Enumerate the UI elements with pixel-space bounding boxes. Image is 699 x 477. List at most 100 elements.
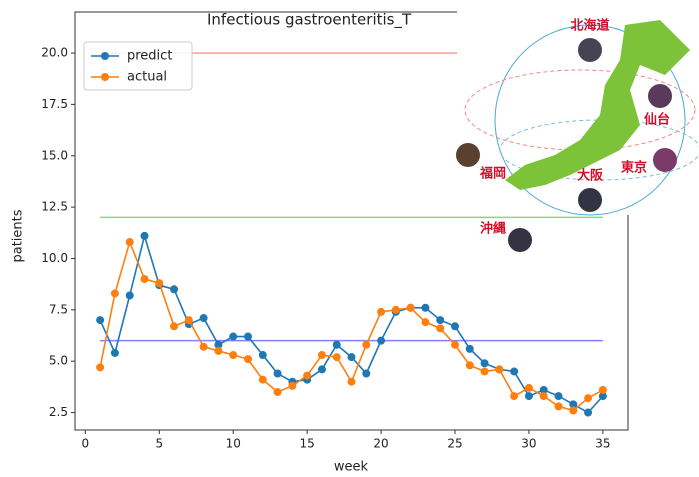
y-tick-label: 7.5 xyxy=(49,302,68,316)
x-tick-label: 10 xyxy=(226,437,241,451)
point xyxy=(258,375,267,384)
point xyxy=(510,392,519,401)
point xyxy=(347,377,356,386)
y-axis-label: patients xyxy=(11,209,26,262)
map-label: 東京 xyxy=(621,160,647,176)
x-tick-label: 20 xyxy=(373,437,388,451)
point xyxy=(243,355,252,364)
plot-frame xyxy=(74,11,629,431)
y-tick-label: 20.0 xyxy=(41,46,68,60)
point xyxy=(554,402,563,411)
point xyxy=(170,285,179,294)
point xyxy=(332,353,341,362)
point xyxy=(421,318,430,327)
point xyxy=(199,314,208,323)
chart-title: Infectious gastroenteritis_T xyxy=(207,11,412,30)
point xyxy=(451,340,460,349)
point xyxy=(377,336,386,345)
point xyxy=(258,351,267,360)
point xyxy=(155,279,164,288)
point xyxy=(317,351,326,360)
point xyxy=(332,340,341,349)
germ-icon xyxy=(508,228,532,252)
point xyxy=(317,365,326,374)
point xyxy=(465,361,474,370)
legend-frame xyxy=(83,41,193,91)
point xyxy=(584,394,593,403)
x-tick-label: 35 xyxy=(595,437,610,451)
map-label: 北海道 xyxy=(570,18,609,34)
point xyxy=(406,303,415,312)
point xyxy=(598,385,607,394)
japan-shape xyxy=(505,20,690,190)
point xyxy=(125,238,134,247)
point xyxy=(569,406,578,415)
point xyxy=(214,340,223,349)
point xyxy=(539,385,548,394)
legend: predict actual xyxy=(83,41,193,91)
x-tick-label: 25 xyxy=(447,437,462,451)
y-tick-label: 12.5 xyxy=(41,200,68,214)
point xyxy=(495,365,504,374)
y-tick-label: 10.0 xyxy=(41,251,68,265)
map-label: 沖縄 xyxy=(480,221,506,237)
point xyxy=(170,322,179,331)
point xyxy=(554,392,563,401)
point xyxy=(451,322,460,331)
point xyxy=(480,359,489,368)
map-label: 福岡 xyxy=(479,166,506,182)
map-label: 大阪 xyxy=(577,168,604,184)
point xyxy=(569,400,578,409)
y-tick-label: 15.0 xyxy=(41,148,68,162)
germ-icon xyxy=(578,38,602,62)
point xyxy=(214,346,223,355)
point xyxy=(524,392,533,401)
point xyxy=(96,316,105,325)
point xyxy=(184,316,193,325)
point xyxy=(362,369,371,378)
point xyxy=(288,381,297,390)
point xyxy=(436,324,445,333)
legend-label: actual xyxy=(127,70,167,85)
point xyxy=(273,388,282,396)
point xyxy=(199,342,208,351)
y-tick-label: 2.5 xyxy=(49,405,68,419)
point xyxy=(524,383,533,392)
orbit xyxy=(499,119,699,181)
point xyxy=(347,353,356,362)
point xyxy=(96,363,105,372)
x-axis-label: week xyxy=(334,460,369,475)
point xyxy=(480,367,489,376)
legend-label: predict xyxy=(127,49,172,64)
germ-icon xyxy=(456,143,480,167)
point xyxy=(303,371,312,380)
point xyxy=(539,392,548,401)
point xyxy=(273,369,282,378)
point xyxy=(140,231,149,240)
legend-marker xyxy=(101,73,109,81)
x-tick-label: 30 xyxy=(521,437,536,451)
point xyxy=(436,316,445,325)
point xyxy=(598,392,607,401)
germ-icon xyxy=(578,188,602,212)
x-tick-label: 5 xyxy=(155,437,163,451)
point xyxy=(377,307,386,316)
legend-marker xyxy=(101,52,109,60)
point xyxy=(510,367,519,376)
point xyxy=(125,291,134,300)
point xyxy=(140,275,149,284)
point xyxy=(584,408,593,417)
point xyxy=(110,348,119,357)
germ-icon xyxy=(648,84,672,108)
point xyxy=(229,332,238,341)
point xyxy=(421,303,430,312)
x-tick-label: 0 xyxy=(82,437,90,451)
point xyxy=(229,351,238,360)
germ-icon xyxy=(653,148,677,172)
orbit xyxy=(494,24,686,216)
point xyxy=(391,305,400,314)
x-tick-label: 15 xyxy=(300,437,315,451)
point xyxy=(243,332,252,341)
